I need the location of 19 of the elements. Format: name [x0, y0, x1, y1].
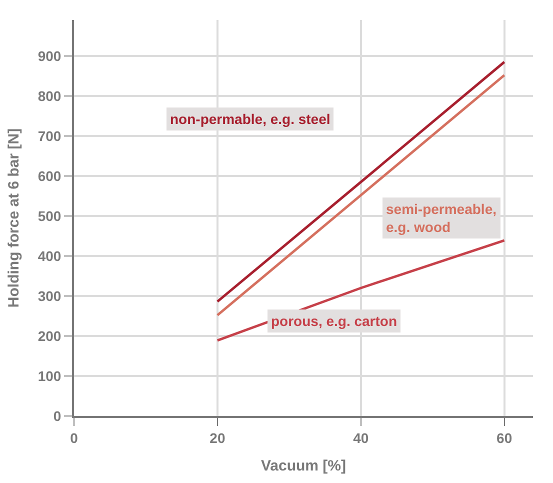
- x-axis-title: Vacuum [%]: [260, 457, 346, 474]
- y-tick-label: 200: [38, 328, 62, 344]
- y-tick-label: 400: [38, 248, 62, 264]
- y-tick-label: 500: [38, 208, 62, 224]
- x-tick-label: 60: [496, 430, 512, 446]
- text: non-permable, e.g. steel: [170, 111, 330, 127]
- y-tick-label: 800: [38, 88, 62, 104]
- y-tick-label: 900: [38, 48, 62, 64]
- x-tick-label: 40: [353, 430, 369, 446]
- y-tick-label: 700: [38, 128, 62, 144]
- series-label: porous, e.g. carton: [271, 313, 398, 329]
- series-label: semi-permeable, e.g. wood: [386, 201, 496, 236]
- x-tick-label: 0: [70, 430, 78, 446]
- y-tick-label: 100: [38, 368, 62, 384]
- y-axis-title: Holding force at 6 bar [N]: [6, 128, 23, 308]
- x-tick-label: 20: [210, 430, 226, 446]
- y-tick-label: 0: [53, 408, 62, 424]
- y-tick-label: 300: [38, 288, 62, 304]
- y-tick-label: 600: [38, 168, 62, 184]
